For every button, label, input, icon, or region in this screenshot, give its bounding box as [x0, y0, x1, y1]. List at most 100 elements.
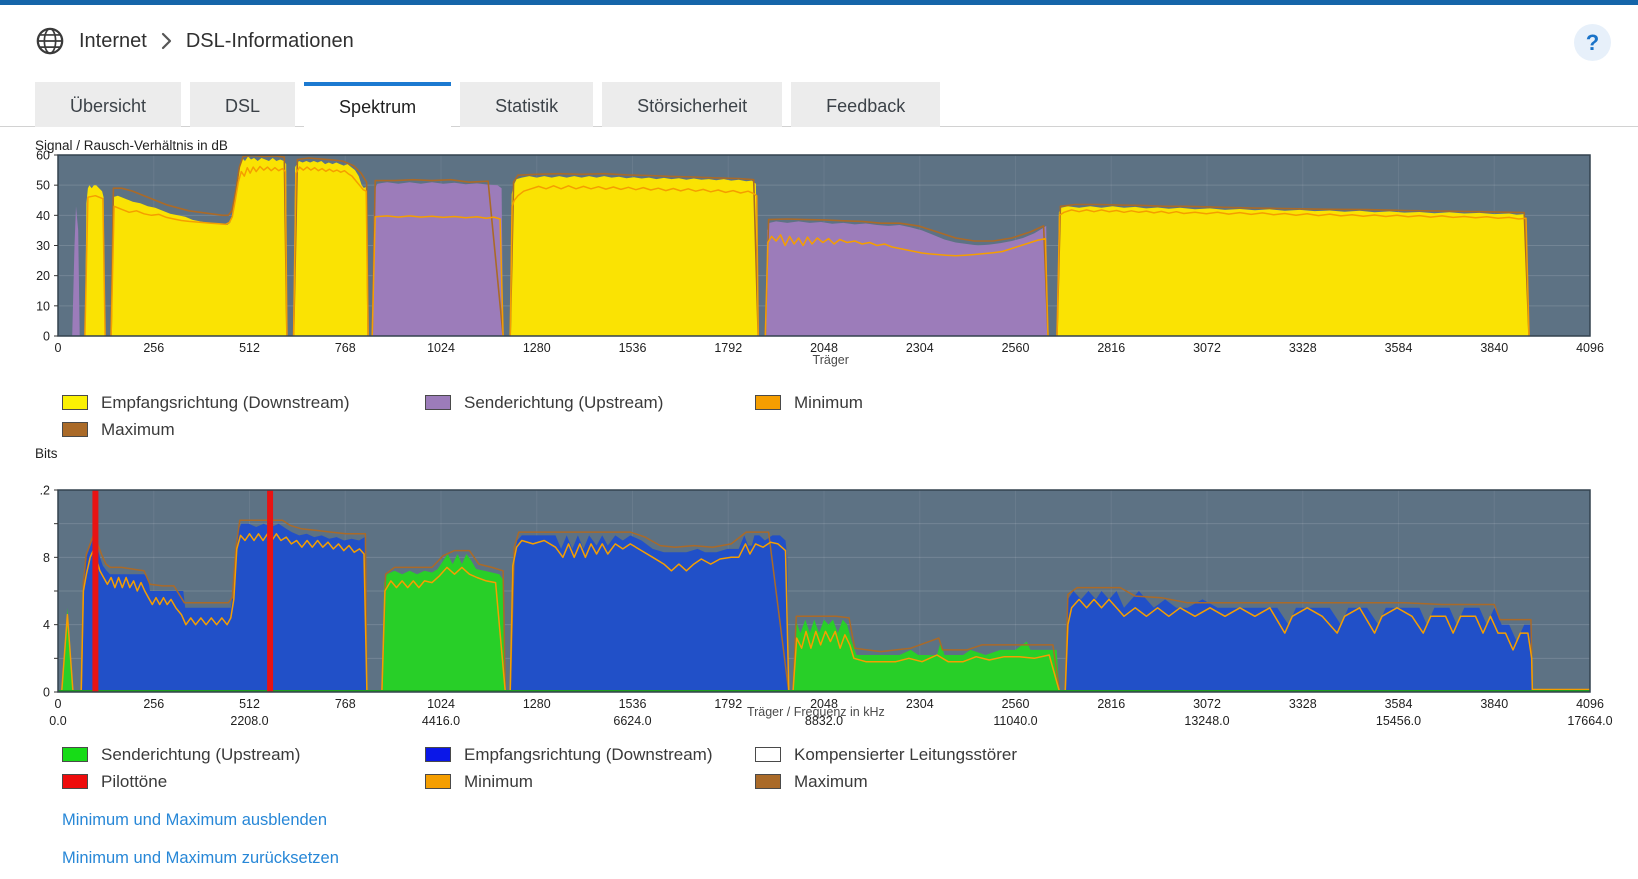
svg-text:1280: 1280 — [523, 341, 551, 355]
snr-spectrum-chart: 0 10 20 30 40 50 60 0 256 512 768 1024 1280 1536 1792 2… — [36, 150, 1604, 367]
breadcrumb-section[interactable]: Internet — [79, 29, 147, 52]
bits-chart-legend: Senderichtung (Upstream) Empfangsrichtun… — [62, 741, 1175, 795]
svg-text:2208.0: 2208.0 — [230, 714, 268, 728]
svg-text:4096: 4096 — [1576, 697, 1604, 711]
svg-text:17664.0: 17664.0 — [1567, 714, 1612, 728]
breadcrumb-page: DSL-Informationen — [185, 29, 354, 52]
legend-item-upstream-bits: Senderichtung (Upstream) — [62, 741, 425, 768]
pilot-tones-swatch — [62, 774, 88, 789]
tab-uebersicht[interactable]: Übersicht — [35, 82, 182, 127]
svg-text:0: 0 — [55, 697, 62, 711]
bits-chart-title: Bits — [35, 446, 58, 461]
svg-text:4: 4 — [43, 618, 50, 632]
breadcrumb: Internet DSL-Informationen — [35, 26, 354, 56]
svg-text:0.0: 0.0 — [49, 714, 66, 728]
tab-statistik[interactable]: Statistik — [460, 82, 594, 127]
legend-label: Maximum — [101, 419, 175, 439]
svg-text:3072: 3072 — [1193, 341, 1221, 355]
legend-label: Kompensierter Leitungsstörer — [794, 744, 1018, 764]
svg-text:30: 30 — [36, 239, 50, 253]
snr-chart-legend: Empfangsrichtung (Downstream) Sendericht… — [62, 389, 1175, 443]
maximum-swatch — [62, 422, 88, 437]
tab-spektrum[interactable]: Spektrum — [304, 82, 452, 128]
tab-bar: Übersicht DSL Spektrum Statistik Störsic… — [35, 82, 949, 128]
legend-item-maximum-snr: Maximum — [62, 416, 425, 443]
help-button[interactable]: ? — [1574, 24, 1611, 61]
svg-text:2048: 2048 — [810, 697, 838, 711]
upstream-swatch — [62, 747, 88, 762]
svg-text:Träger: Träger — [813, 353, 849, 367]
legend-item-maximum-bits: Maximum — [755, 768, 1175, 795]
reset-minmax-link[interactable]: Minimum und Maximum zurücksetzen — [62, 849, 339, 867]
legend-label: Minimum — [464, 771, 533, 791]
svg-text:8832.0: 8832.0 — [805, 714, 843, 728]
svg-text:4096: 4096 — [1576, 341, 1604, 355]
svg-text:512: 512 — [239, 697, 260, 711]
svg-text:15456.0: 15456.0 — [1376, 714, 1421, 728]
svg-text:3840: 3840 — [1480, 341, 1508, 355]
legend-item-minimum-bits: Minimum — [425, 768, 755, 795]
minimum-swatch — [425, 774, 451, 789]
snr-chart-title: Signal / Rausch-Verhältnis in dB — [35, 138, 228, 153]
legend-item-downstream-bits: Empfangsrichtung (Downstream) — [425, 741, 755, 768]
legend-item-minimum-snr: Minimum — [755, 389, 1175, 416]
svg-text:3072: 3072 — [1193, 697, 1221, 711]
svg-text:0: 0 — [43, 686, 50, 700]
svg-text:2560: 2560 — [1002, 341, 1030, 355]
svg-text:0: 0 — [55, 341, 62, 355]
bits-spectrum-chart: 0 4 8 .2 0 256 512 768 1024 1280 1536 1792 2048 2304 2… — [40, 484, 1613, 729]
legend-label: Empfangsrichtung (Downstream) — [101, 392, 350, 412]
upstream-swatch — [425, 395, 451, 410]
legend-label: Senderichtung (Upstream) — [101, 744, 301, 764]
svg-text:3584: 3584 — [1385, 341, 1413, 355]
svg-text:6624.0: 6624.0 — [613, 714, 651, 728]
svg-text:1536: 1536 — [619, 341, 647, 355]
svg-text:40: 40 — [36, 209, 50, 223]
svg-text:1792: 1792 — [714, 697, 742, 711]
svg-text:10: 10 — [36, 299, 50, 313]
tab-feedback[interactable]: Feedback — [791, 82, 941, 127]
svg-text:0: 0 — [43, 330, 50, 344]
svg-text:768: 768 — [335, 341, 356, 355]
svg-text:11040.0: 11040.0 — [993, 714, 1037, 728]
downstream-swatch — [425, 747, 451, 762]
top-accent-bar — [0, 0, 1638, 5]
legend-label: Minimum — [794, 392, 863, 412]
svg-text:3328: 3328 — [1289, 341, 1317, 355]
svg-text:8: 8 — [43, 551, 50, 565]
legend-item-upstream-snr: Senderichtung (Upstream) — [425, 389, 755, 416]
svg-text:768: 768 — [335, 697, 356, 711]
tab-dsl[interactable]: DSL — [190, 82, 296, 127]
svg-text:.2: .2 — [40, 484, 50, 498]
svg-text:13248.0: 13248.0 — [1184, 714, 1229, 728]
svg-text:1536: 1536 — [619, 697, 647, 711]
svg-text:20: 20 — [36, 269, 50, 283]
svg-text:256: 256 — [143, 341, 164, 355]
svg-text:1024: 1024 — [427, 341, 455, 355]
legend-item-compensated-disturber: Kompensierter Leitungsstörer — [755, 741, 1175, 768]
svg-text:512: 512 — [239, 341, 260, 355]
svg-text:2048: 2048 — [810, 341, 838, 355]
legend-label: Pilottöne — [101, 771, 168, 791]
legend-item-pilot-tones: Pilottöne — [62, 768, 425, 795]
svg-text:3840: 3840 — [1480, 697, 1508, 711]
compensated-disturber-swatch — [755, 747, 781, 762]
hide-minmax-link[interactable]: Minimum und Maximum ausblenden — [62, 811, 328, 829]
svg-text:4416.0: 4416.0 — [422, 714, 460, 728]
svg-text:256: 256 — [143, 697, 164, 711]
internet-globe-icon — [36, 27, 64, 55]
legend-item-downstream-snr: Empfangsrichtung (Downstream) — [62, 389, 425, 416]
svg-text:1024: 1024 — [427, 697, 455, 711]
svg-text:2816: 2816 — [1097, 697, 1125, 711]
tab-stoersicherheit[interactable]: Störsicherheit — [602, 82, 783, 127]
downstream-swatch — [62, 395, 88, 410]
svg-text:2304: 2304 — [906, 697, 934, 711]
minimum-swatch — [755, 395, 781, 410]
svg-text:50: 50 — [36, 179, 50, 193]
svg-text:2816: 2816 — [1097, 341, 1125, 355]
svg-text:60: 60 — [36, 150, 50, 163]
svg-text:1792: 1792 — [714, 341, 742, 355]
legend-label: Senderichtung (Upstream) — [464, 392, 664, 412]
maximum-swatch — [755, 774, 781, 789]
